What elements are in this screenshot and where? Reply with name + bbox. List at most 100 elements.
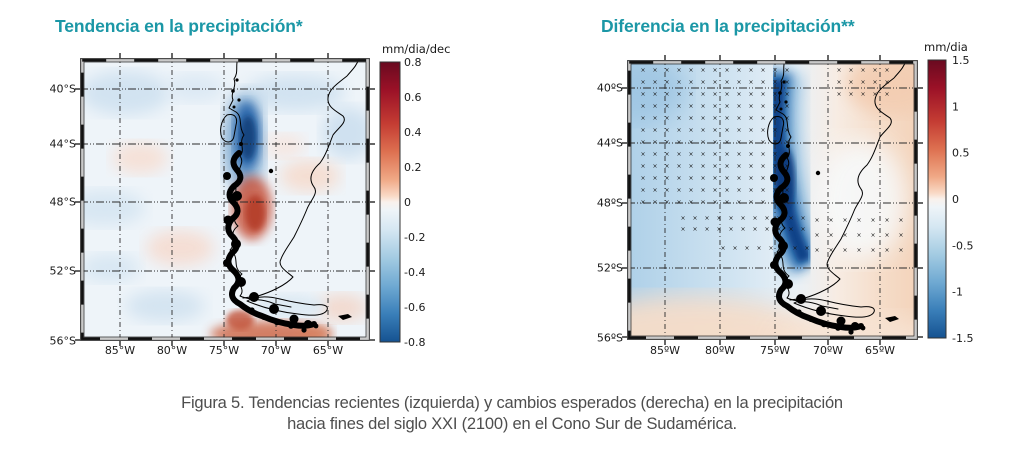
svg-text:×: ×	[736, 187, 741, 194]
colorbar-tick-label: 0	[952, 193, 959, 206]
svg-text:×: ×	[652, 67, 657, 74]
svg-text:×: ×	[860, 79, 865, 86]
svg-text:×: ×	[764, 215, 769, 222]
y-axis-labels-right: 40ºS 44ºS 48ºS 52ºS 56ºS	[597, 82, 623, 345]
svg-text:×: ×	[748, 127, 753, 134]
svg-text:×: ×	[870, 247, 875, 254]
svg-text:×: ×	[640, 175, 645, 182]
svg-text:×: ×	[760, 91, 765, 98]
svg-text:×: ×	[712, 91, 717, 98]
svg-text:×: ×	[772, 139, 777, 146]
svg-text:×: ×	[776, 226, 781, 233]
colorbar-tick-label: -0.6	[404, 301, 425, 314]
svg-text:×: ×	[640, 79, 645, 86]
svg-text:×: ×	[884, 232, 889, 239]
svg-text:×: ×	[736, 67, 741, 74]
svg-text:×: ×	[712, 151, 717, 158]
svg-text:×: ×	[772, 163, 777, 170]
svg-text:×: ×	[652, 103, 657, 110]
svg-text:×: ×	[724, 139, 729, 146]
svg-text:×: ×	[760, 163, 765, 170]
x-axis-labels-right: 85ºW 80ºW 75ºW 70ºW 65ºW	[650, 344, 895, 357]
svg-text:×: ×	[724, 163, 729, 170]
panel-left-title: Tendencia en la precipitación*	[55, 16, 303, 36]
svg-text:×: ×	[760, 187, 765, 194]
svg-text:×: ×	[884, 247, 889, 254]
svg-text:×: ×	[784, 199, 789, 206]
svg-text:×: ×	[724, 91, 729, 98]
svg-text:×: ×	[652, 127, 657, 134]
svg-text:×: ×	[736, 139, 741, 146]
svg-text:×: ×	[688, 187, 693, 194]
svg-text:×: ×	[700, 67, 705, 74]
svg-text:×: ×	[712, 67, 717, 74]
svg-text:×: ×	[736, 151, 741, 158]
svg-text:×: ×	[664, 127, 669, 134]
svg-text:×: ×	[664, 175, 669, 182]
svg-text:×: ×	[736, 199, 741, 206]
colorbar-tick-label: -1.5	[952, 332, 973, 345]
svg-text:×: ×	[676, 91, 681, 98]
svg-text:×: ×	[884, 67, 889, 74]
panel-right-title: Diferencia en la precipitación**	[601, 16, 855, 36]
svg-text:×: ×	[704, 215, 709, 222]
x-tick-label: 85°W	[105, 344, 135, 357]
y-tick-label: 40°S	[50, 83, 76, 96]
svg-text:×: ×	[784, 67, 789, 74]
svg-text:×: ×	[700, 199, 705, 206]
svg-text:×: ×	[716, 215, 721, 222]
svg-text:×: ×	[724, 103, 729, 110]
svg-text:×: ×	[748, 175, 753, 182]
colorbar-left: mm/dia/dec 0.8 0.6 0.4 0.2 0 -0.2 -0.4 -…	[379, 42, 450, 349]
svg-text:×: ×	[842, 232, 847, 239]
y-axis-labels-left: 40°S 44°S 48°S 52°S 56°S	[50, 83, 76, 348]
svg-text:×: ×	[752, 226, 757, 233]
svg-text:×: ×	[748, 163, 753, 170]
svg-text:×: ×	[760, 139, 765, 146]
axis-ticks-left	[75, 53, 375, 346]
svg-text:×: ×	[640, 103, 645, 110]
x-axis-labels-left: 85°W 80°W 75°W 70°W 65°W	[105, 344, 343, 357]
svg-text:×: ×	[872, 91, 877, 98]
svg-text:×: ×	[712, 199, 717, 206]
svg-text:×: ×	[712, 103, 717, 110]
colorbar-tick-label: 0	[404, 196, 411, 209]
svg-text:×: ×	[760, 151, 765, 158]
svg-text:×: ×	[772, 127, 777, 134]
y-tick-label: 52ºS	[597, 262, 623, 275]
svg-text:×: ×	[688, 103, 693, 110]
colorbar-tick-label: 0.5	[952, 147, 970, 160]
svg-text:×: ×	[760, 127, 765, 134]
map-left	[75, 53, 375, 346]
svg-text:×: ×	[712, 79, 717, 86]
svg-text:×: ×	[652, 115, 657, 122]
svg-text:×: ×	[652, 139, 657, 146]
svg-text:×: ×	[692, 215, 697, 222]
svg-text:×: ×	[884, 79, 889, 86]
svg-text:×: ×	[700, 103, 705, 110]
y-tick-label: 44ºS	[597, 137, 623, 150]
svg-text:×: ×	[772, 91, 777, 98]
map-right: × × × × × × × × × × × × × × × × × × × × × × × × × × × × × × × × × × × × × × × ×…	[622, 55, 923, 345]
svg-text:×: ×	[884, 217, 889, 224]
svg-text:×: ×	[788, 215, 793, 222]
svg-text:×: ×	[652, 91, 657, 98]
svg-text:×: ×	[652, 163, 657, 170]
svg-text:×: ×	[760, 103, 765, 110]
colorbar-tick-label: 1.5	[952, 54, 970, 67]
svg-text:×: ×	[760, 199, 765, 206]
svg-text:×: ×	[748, 79, 753, 86]
svg-text:×: ×	[772, 187, 777, 194]
svg-text:×: ×	[740, 215, 745, 222]
svg-text:×: ×	[688, 163, 693, 170]
svg-text:×: ×	[856, 217, 861, 224]
svg-text:×: ×	[752, 215, 757, 222]
svg-text:×: ×	[842, 217, 847, 224]
svg-text:×: ×	[760, 79, 765, 86]
svg-text:×: ×	[676, 127, 681, 134]
svg-text:×: ×	[760, 115, 765, 122]
svg-text:×: ×	[676, 175, 681, 182]
svg-text:×: ×	[700, 151, 705, 158]
svg-text:×: ×	[676, 163, 681, 170]
y-tick-label: 40ºS	[597, 82, 623, 95]
